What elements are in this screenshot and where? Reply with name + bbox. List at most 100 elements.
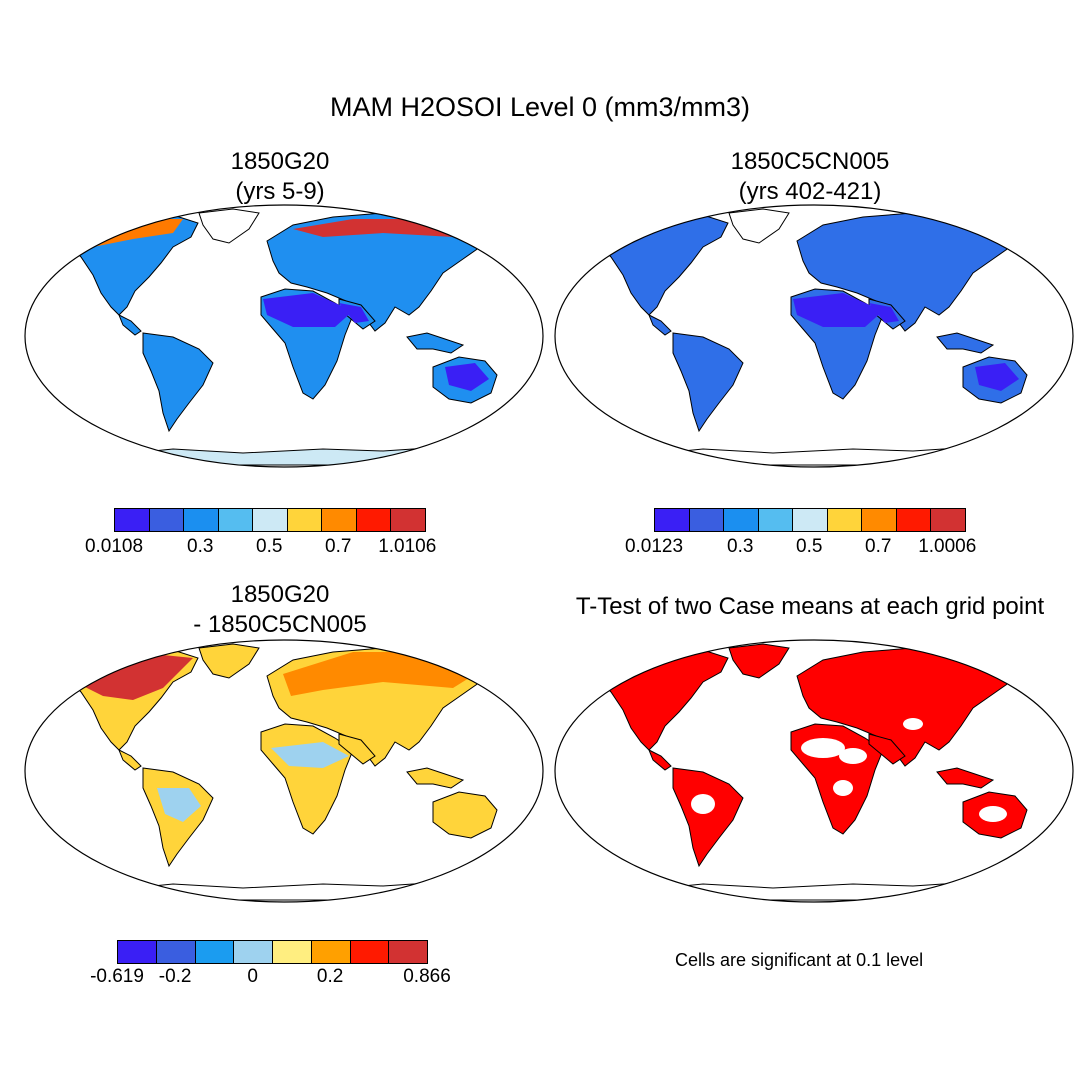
colorbar-tick-label: 0.5: [256, 536, 283, 557]
centralAm-landmass: [648, 748, 672, 771]
indonesia-landmass: [406, 332, 465, 354]
panel-title-line1: T-Test of two Case means at each grid po…: [575, 593, 1045, 620]
colorbar-tick-label: -0.619: [90, 966, 144, 987]
colorbar-box: [350, 940, 390, 964]
colorbar-box: [273, 940, 312, 964]
colorbar-box: [218, 508, 253, 532]
map-frame: [554, 639, 1074, 903]
colorbar-tick-label: 0.0123: [624, 536, 684, 557]
sahara-region: [793, 293, 883, 327]
colorbar-labels-1850c5cn005: 0.0123 0.3 0.5 0.7 1.0006: [625, 536, 976, 560]
colorbar-box: [391, 508, 426, 532]
colorbar-box: [114, 508, 150, 532]
significance-note: Cells are significant at 0.1 level: [675, 950, 924, 970]
non-significant-area: [801, 738, 845, 758]
antarctica-landmass: [112, 881, 494, 901]
colorbar-box: [356, 508, 391, 532]
colorbar-box: [287, 508, 322, 532]
map-panel-difference: [24, 639, 544, 903]
greenland-landmass: [198, 208, 260, 244]
indonesia-landmass: [936, 767, 995, 789]
colorbar-box: [184, 508, 219, 532]
centralAm-landmass: [118, 748, 142, 771]
panel-title-line1: 1850G20: [230, 148, 330, 175]
colorbar-difference: [117, 940, 428, 964]
colorbar-1850g20: [114, 508, 426, 532]
map-frame: [24, 204, 544, 468]
indonesia-landmass: [936, 332, 995, 354]
colorbar-box: [156, 940, 196, 964]
colorbar-tick-label: 0.5: [796, 536, 823, 557]
colorbar-box: [234, 940, 273, 964]
arabia-landmass: [868, 733, 906, 765]
colorbar-tick-label: 1.0106: [378, 536, 437, 557]
colorbar-box: [195, 940, 235, 964]
southAmerica-landmass: [672, 767, 744, 868]
colorbar-box: [931, 508, 966, 532]
panel-title-bottom-left: 1850G20 - 1850C5CN005: [130, 580, 430, 640]
greenland-landmass: [198, 643, 260, 679]
greenland-landmass: [728, 643, 790, 679]
antarctica-landmass: [112, 446, 494, 466]
arabia-region: [869, 303, 899, 323]
colorbar-box: [827, 508, 862, 532]
colorbar-tick-label: 0.7: [865, 536, 892, 557]
map-frame: [24, 639, 544, 903]
colorbar-box: [896, 508, 931, 532]
antarctica-landmass: [642, 446, 1024, 466]
colorbar-box: [253, 508, 288, 532]
non-significant-area: [979, 806, 1007, 822]
map-panel-1850c5cn005: [554, 204, 1074, 468]
colorbar-labels-difference: -0.619 -0.2 0 0.2 0.866: [90, 966, 451, 990]
colorbar-tick-label: 0: [247, 966, 258, 987]
map-panel-1850g20: [24, 204, 544, 468]
panel-title-line1: 1850C5CN005: [730, 148, 890, 175]
map-panel-ttest: [554, 639, 1074, 903]
australia-interior-region: [445, 363, 489, 391]
antarctica-landmass: [642, 881, 1024, 901]
colorbar-tick-label: -0.2: [158, 966, 192, 987]
colorbar-tick-label: 0.7: [325, 536, 352, 557]
colorbar-tick-label: 0.3: [727, 536, 754, 557]
panel-title-top-right: 1850C5CN005 (yrs 402-421): [660, 147, 960, 207]
non-significant-area: [903, 718, 923, 730]
colorbar-box: [689, 508, 724, 532]
colorbar-box: [117, 940, 157, 964]
map-frame: [554, 204, 1074, 468]
centralAm-landmass: [118, 313, 142, 336]
centralAm-landmass: [648, 313, 672, 336]
sahel-negative-region: [271, 742, 349, 768]
non-significant-area: [833, 780, 853, 796]
australia-interior-region: [975, 363, 1019, 391]
southAmerica-landmass: [142, 332, 214, 433]
amazon-negative-region: [157, 788, 201, 822]
arabia-region: [339, 303, 369, 323]
southAmerica-landmass: [672, 332, 744, 433]
figure-title: MAM H2OSOI Level 0 (mm3/mm3): [329, 92, 751, 122]
panel-title-bottom-right: T-Test of two Case means at each grid po…: [540, 592, 1080, 622]
indonesia-landmass: [406, 767, 465, 789]
colorbar-labels-1850g20: 0.0108 0.3 0.5 0.7 1.0106: [85, 536, 436, 560]
panel-title-top-left: 1850G20 (yrs 5-9): [130, 147, 430, 207]
arabia-landmass: [338, 733, 376, 765]
colorbar-box: [322, 508, 357, 532]
greenland-landmass: [728, 208, 790, 244]
colorbar-box: [793, 508, 828, 532]
colorbar-tick-label: 0.866: [403, 966, 451, 987]
colorbar-box: [758, 508, 793, 532]
colorbar-box: [311, 940, 351, 964]
colorbar-box: [654, 508, 690, 532]
non-significant-area: [691, 794, 715, 814]
colorbar-box: [862, 508, 897, 532]
panel-title-line2: (yrs 5-9): [235, 178, 325, 205]
australia-landmass: [432, 791, 498, 839]
colorbar-tick-label: 0.2: [316, 966, 344, 987]
panel-title-line2: - 1850C5CN005: [193, 611, 367, 638]
colorbar-box: [389, 940, 428, 964]
colorbar-tick-label: 1.0006: [918, 536, 977, 557]
panel-title-line2: (yrs 402-421): [738, 178, 882, 205]
sahara-region: [263, 293, 353, 327]
colorbar-tick-label: 0.0108: [84, 536, 144, 557]
colorbar-box: [724, 508, 759, 532]
non-significant-area: [839, 748, 867, 764]
